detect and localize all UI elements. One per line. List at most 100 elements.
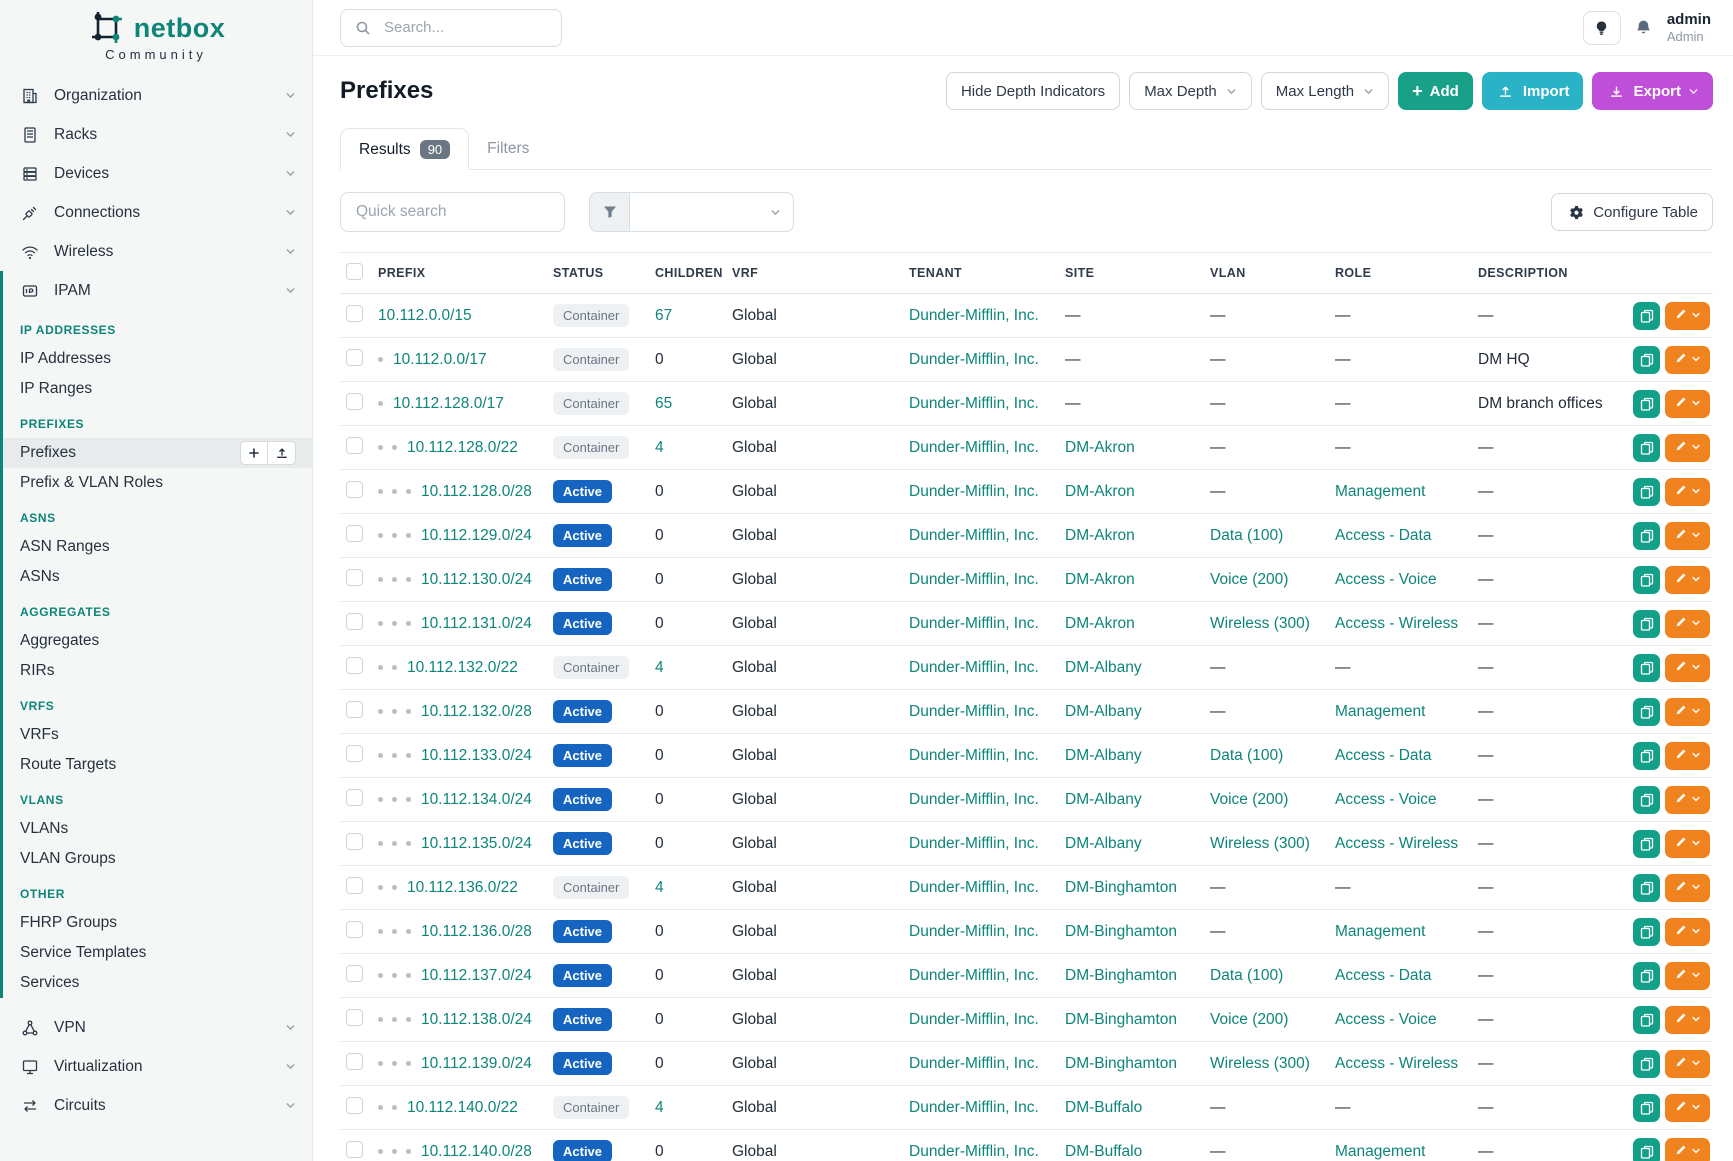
site-link[interactable]: DM-Binghamton: [1065, 966, 1177, 984]
row-checkbox[interactable]: [346, 348, 363, 366]
role-link[interactable]: Management: [1335, 482, 1426, 500]
sidebar-item-devices[interactable]: Devices: [0, 154, 312, 193]
site-link[interactable]: DM-Binghamton: [1065, 878, 1177, 896]
tab-filters[interactable]: Filters: [487, 140, 530, 157]
sidebar-item-racks[interactable]: Racks: [0, 115, 312, 154]
copy-button[interactable]: [1633, 301, 1660, 330]
row-checkbox[interactable]: [346, 1140, 363, 1158]
vlan-link[interactable]: Voice (200): [1210, 790, 1289, 808]
copy-button[interactable]: [1633, 433, 1660, 462]
prefix-link[interactable]: 10.112.128.0/17: [393, 394, 504, 412]
max-depth-dropdown[interactable]: Max Depth: [1129, 72, 1252, 110]
edit-button[interactable]: [1665, 1137, 1710, 1161]
row-checkbox[interactable]: [346, 480, 363, 498]
tenant-link[interactable]: Dunder-Mifflin, Inc.: [909, 834, 1039, 852]
column-header-tenant[interactable]: TENANT: [909, 252, 1065, 294]
quick-search-input[interactable]: [354, 202, 551, 222]
sidebar-item-asn-ranges[interactable]: ASN Ranges: [3, 532, 312, 562]
sidebar-item-fhrp-groups[interactable]: FHRP Groups: [3, 908, 312, 938]
vlan-link[interactable]: Wireless (300): [1210, 834, 1310, 852]
tenant-link[interactable]: Dunder-Mifflin, Inc.: [909, 438, 1039, 456]
column-header-site[interactable]: SITE: [1065, 252, 1210, 294]
prefix-link[interactable]: 10.112.136.0/22: [407, 878, 518, 896]
children-link[interactable]: 4: [655, 438, 664, 456]
prefix-link[interactable]: 10.112.0.0/15: [378, 306, 472, 324]
copy-button[interactable]: [1633, 1049, 1660, 1078]
role-link[interactable]: Management: [1335, 1142, 1426, 1160]
vlan-link[interactable]: Voice (200): [1210, 570, 1289, 588]
role-link[interactable]: Access - Wireless: [1335, 834, 1459, 852]
row-checkbox[interactable]: [346, 436, 363, 454]
copy-button[interactable]: [1633, 741, 1660, 770]
saved-filter-select[interactable]: [629, 192, 794, 232]
export-dropdown[interactable]: Export: [1592, 72, 1713, 110]
copy-button[interactable]: [1633, 873, 1660, 902]
filter-funnel-icon[interactable]: [589, 192, 629, 232]
children-link[interactable]: 4: [655, 658, 664, 676]
site-link[interactable]: DM-Akron: [1065, 438, 1135, 456]
sidebar-item-ipam[interactable]: IPAM: [3, 271, 312, 310]
edit-button[interactable]: [1665, 829, 1710, 858]
edit-button[interactable]: [1665, 653, 1710, 682]
role-link[interactable]: Management: [1335, 922, 1426, 940]
copy-button[interactable]: [1633, 961, 1660, 990]
column-header-description[interactable]: DESCRIPTION: [1478, 252, 1633, 294]
tenant-link[interactable]: Dunder-Mifflin, Inc.: [909, 306, 1039, 324]
edit-button[interactable]: [1665, 345, 1710, 374]
copy-button[interactable]: [1633, 565, 1660, 594]
sidebar-item-vpn[interactable]: VPN: [0, 1008, 312, 1047]
column-header-prefix[interactable]: PREFIX: [378, 252, 553, 294]
edit-button[interactable]: [1665, 1049, 1710, 1078]
configure-table-button[interactable]: Configure Table: [1551, 193, 1713, 231]
row-checkbox[interactable]: [346, 920, 363, 938]
tenant-link[interactable]: Dunder-Mifflin, Inc.: [909, 1054, 1039, 1072]
site-link[interactable]: DM-Albany: [1065, 702, 1142, 720]
edit-button[interactable]: [1665, 961, 1710, 990]
tenant-link[interactable]: Dunder-Mifflin, Inc.: [909, 482, 1039, 500]
edit-button[interactable]: [1665, 741, 1710, 770]
vlan-link[interactable]: Wireless (300): [1210, 614, 1310, 632]
site-link[interactable]: DM-Akron: [1065, 570, 1135, 588]
site-link[interactable]: DM-Akron: [1065, 614, 1135, 632]
row-checkbox[interactable]: [346, 788, 363, 806]
copy-button[interactable]: [1633, 477, 1660, 506]
sidebar-item-ip-addresses[interactable]: IP Addresses: [3, 344, 312, 374]
row-checkbox[interactable]: [346, 832, 363, 850]
brand-logo-area[interactable]: netbox Community: [0, 0, 312, 62]
site-link[interactable]: DM-Akron: [1065, 526, 1135, 544]
site-link[interactable]: DM-Binghamton: [1065, 922, 1177, 940]
sidebar-item-circuits[interactable]: Circuits: [0, 1086, 312, 1125]
copy-button[interactable]: [1633, 653, 1660, 682]
edit-button[interactable]: [1665, 565, 1710, 594]
prefix-link[interactable]: 10.112.135.0/24: [421, 834, 532, 852]
tab-results[interactable]: Results 90: [340, 128, 470, 170]
prefix-link[interactable]: 10.112.131.0/24: [421, 614, 532, 632]
prefix-link[interactable]: 10.112.134.0/24: [421, 790, 532, 808]
user-menu[interactable]: admin Admin: [1667, 11, 1711, 45]
vlan-link[interactable]: Voice (200): [1210, 1010, 1289, 1028]
tenant-link[interactable]: Dunder-Mifflin, Inc.: [909, 790, 1039, 808]
edit-button[interactable]: [1665, 477, 1710, 506]
sidebar-item-route-targets[interactable]: Route Targets: [3, 750, 312, 780]
role-link[interactable]: Access - Wireless: [1335, 614, 1459, 632]
sidebar-item-prefixes[interactable]: Prefixes: [3, 438, 312, 468]
tenant-link[interactable]: Dunder-Mifflin, Inc.: [909, 350, 1039, 368]
sidebar-item-asns[interactable]: ASNs: [3, 562, 312, 592]
role-link[interactable]: Access - Data: [1335, 526, 1432, 544]
row-checkbox[interactable]: [346, 744, 363, 762]
tenant-link[interactable]: Dunder-Mifflin, Inc.: [909, 1098, 1039, 1116]
prefix-link[interactable]: 10.112.132.0/22: [407, 658, 518, 676]
copy-button[interactable]: [1633, 345, 1660, 374]
role-link[interactable]: Management: [1335, 702, 1426, 720]
prefix-link[interactable]: 10.112.129.0/24: [421, 526, 532, 544]
site-link[interactable]: DM-Albany: [1065, 746, 1142, 764]
row-checkbox[interactable]: [346, 304, 363, 322]
notifications-button[interactable]: [1634, 19, 1654, 36]
sidebar-item-rirs[interactable]: RIRs: [3, 656, 312, 686]
sidebar-item-ip-ranges[interactable]: IP Ranges: [3, 374, 312, 404]
children-link[interactable]: 65: [655, 394, 673, 412]
role-link[interactable]: Access - Voice: [1335, 790, 1437, 808]
row-checkbox[interactable]: [346, 524, 363, 542]
prefix-link[interactable]: 10.112.140.0/22: [407, 1098, 518, 1116]
tenant-link[interactable]: Dunder-Mifflin, Inc.: [909, 702, 1039, 720]
